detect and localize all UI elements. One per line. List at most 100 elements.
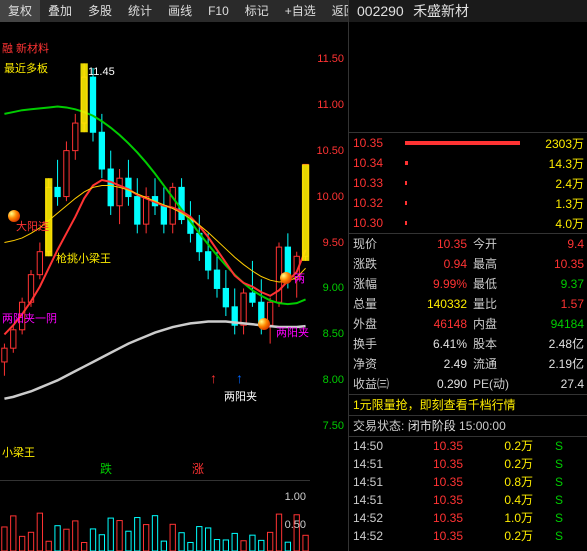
tick-price: 10.35 [403,509,463,527]
quote-row: 总量140332量比1.57 [349,294,587,314]
ladder-price: 10.34 [353,156,399,170]
tick-row[interactable]: 14:5010.350.2万S [349,437,587,455]
quote-label: 量比 [473,294,513,314]
quote-value: 94184 [513,314,587,334]
tick-dir: S [533,509,563,527]
arrow-up-icon: ↑ [210,370,217,386]
quote-row: 换手6.41%股本2.48亿 [349,334,587,354]
tick-vol: 0.2万 [463,455,533,473]
chart-annotation: 小梁王 [2,444,35,460]
ladder-row[interactable]: 10.33 2.4万 [349,173,587,193]
ytick: 11.50 [310,53,344,65]
tick-vol: 0.8万 [463,473,533,491]
stock-header: 002290 禾盛新材 [348,0,587,22]
toolbar-+自选[interactable]: +自选 [277,0,324,22]
stock-code: 002290 [357,3,404,19]
quote-value: 9.99% [393,274,473,294]
status-time: 15:00:00 [459,419,506,433]
panel-blank [349,22,587,132]
tick-row[interactable]: 14:5210.351.0万S [349,509,587,527]
tick-dir: S [533,527,563,545]
tick-row[interactable]: 14:5110.350.4万S [349,491,587,509]
chart-area[interactable]: 11.5011.0010.5010.009.509.008.508.007.50… [0,22,348,551]
quote-value: 0.290 [393,374,473,394]
toolbar-多股[interactable]: 多股 [80,0,120,22]
app-root: 复权叠加多股统计画线F10标记+自选返回 002290 禾盛新材 11.5011… [0,0,587,551]
tick-row[interactable]: 14:5110.350.2万S [349,455,587,473]
tick-row[interactable]: 14:5210.350.2万S [349,527,587,545]
ladder-row[interactable]: 10.30 4.0万 [349,213,587,233]
ladder-bar [405,181,520,185]
quote-value: 46148 [393,314,473,334]
quote-value: 10.35 [513,254,587,274]
tick-price: 10.35 [403,527,463,545]
toolbar-画线[interactable]: 画线 [160,0,200,22]
quote-value: 0.94 [393,254,473,274]
legend-item: 跌 [100,462,112,476]
tick-time: 14:51 [353,473,403,491]
quote-value: 2.49 [393,354,473,374]
toolbar-复权[interactable]: 复权 [0,0,40,22]
quote-row: 外盘46148内盘94184 [349,314,587,334]
ytick: 11.00 [310,99,344,111]
promo-banner[interactable]: 1元限量抢，即刻查看千档行情 [349,395,587,416]
ladder-price: 10.33 [353,176,399,190]
tick-vol: 1.0万 [463,509,533,527]
ladder-price: 10.32 [353,196,399,210]
quote-row: 涨跌0.94最高10.35 [349,254,587,274]
chart-annotation: 两阳夹一阴 [2,310,57,326]
quote-label: 净资 [349,354,393,374]
signal-dot-icon [280,272,292,284]
ladder-price: 10.30 [353,216,399,230]
quote-label: 今开 [473,234,513,254]
ytick: 8.50 [310,328,344,340]
tick-vol: 0.4万 [463,491,533,509]
tick-price: 10.35 [403,491,463,509]
tick-time: 14:50 [353,437,403,455]
tick-dir: S [533,455,563,473]
quote-panel: 10.352303万10.3414.3万10.332.4万10.321.3万10… [348,22,587,551]
ytick: 9.50 [310,237,344,249]
tick-price: 10.35 [403,437,463,455]
tick-dir: S [533,437,563,455]
chart-annotation: 融 新材料 [2,40,49,56]
ytick: 9.00 [310,282,344,294]
ladder-row[interactable]: 10.32 1.3万 [349,193,587,213]
quote-value: 2.48亿 [513,334,587,354]
quote-row: 现价10.35今开9.4 [349,234,587,254]
status-value: 闭市阶段 [408,419,456,433]
tick-price: 10.35 [403,455,463,473]
quote-label: 换手 [349,334,393,354]
quote-value: 9.4 [513,234,587,254]
tick-price: 10.35 [403,473,463,491]
quote-label: 内盘 [473,314,513,334]
price-ladder: 10.352303万10.3414.3万10.332.4万10.321.3万10… [349,132,587,234]
stock-name: 禾盛新材 [413,3,469,19]
tick-vol: 0.2万 [463,437,533,455]
ytick: 8.00 [310,374,344,386]
ladder-vol: 4.0万 [526,215,584,232]
ladder-row[interactable]: 10.352303万 [349,133,587,153]
ladder-bar [405,161,520,165]
signal-dot-icon [258,318,270,330]
ytick: 10.50 [310,145,344,157]
quote-value: 9.37 [513,274,587,294]
quote-value: 140332 [393,294,473,314]
ladder-bar [405,201,520,205]
toolbar-F10[interactable]: F10 [200,0,237,22]
toolbar-标记[interactable]: 标记 [237,0,277,22]
chart-annotation: 两 [294,270,305,286]
quote-value: 27.4 [513,374,587,394]
toolbar-统计[interactable]: 统计 [120,0,160,22]
toolbar-叠加[interactable]: 叠加 [40,0,80,22]
tick-row[interactable]: 14:5110.350.8万S [349,473,587,491]
chart-annotation: 两阳夹 [224,388,257,404]
ladder-vol: 2.4万 [526,175,584,192]
quote-value: 2.19亿 [513,354,587,374]
quote-label: 流通 [473,354,513,374]
ladder-vol: 1.3万 [526,195,584,212]
status-label: 交易状态: [353,419,404,433]
quote-row: 净资2.49流通2.19亿 [349,354,587,374]
ytick: 7.50 [310,420,344,432]
ladder-row[interactable]: 10.3414.3万 [349,153,587,173]
